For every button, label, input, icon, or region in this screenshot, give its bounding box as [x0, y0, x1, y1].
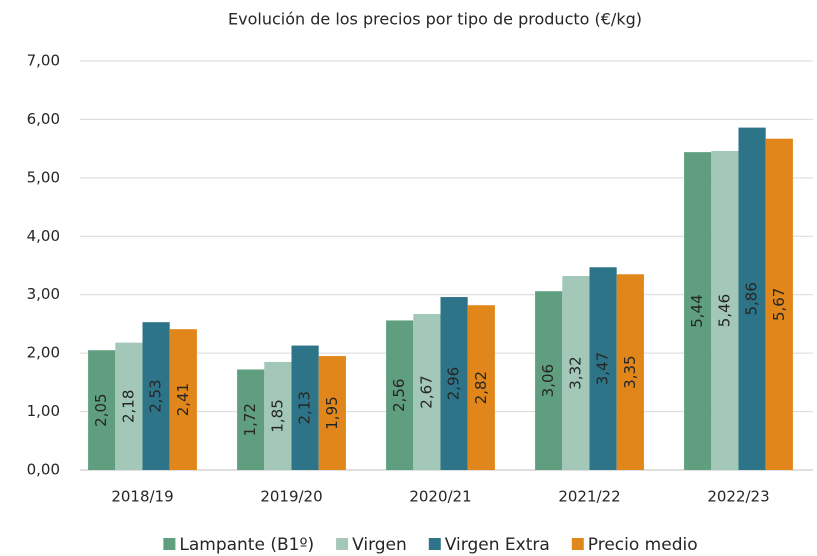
- legend-swatch: [571, 538, 584, 550]
- y-tick-label: 3,00: [27, 285, 60, 303]
- x-tick-label: 2021/22: [558, 488, 620, 506]
- bar: [467, 305, 495, 470]
- bar: [142, 322, 170, 470]
- bar: [616, 274, 644, 470]
- value-label: 2,96: [445, 367, 463, 400]
- legend-label: Virgen: [352, 535, 407, 555]
- bar: [413, 313, 441, 470]
- bar: [589, 267, 617, 470]
- value-label: 2,18: [119, 390, 137, 423]
- value-label: 5,86: [743, 282, 761, 315]
- value-label: 1,95: [323, 396, 341, 429]
- bar: [88, 350, 116, 470]
- legend-item: Lampante (B1º): [163, 535, 314, 555]
- bar: [386, 320, 414, 470]
- x-tick-label: 2019/20: [260, 488, 322, 506]
- legend-label: Precio medio: [588, 535, 698, 555]
- legend-item: Virgen: [336, 535, 407, 555]
- y-tick-label: 0,00: [27, 461, 60, 479]
- value-label: 3,35: [621, 355, 639, 388]
- value-label: 2,53: [147, 379, 165, 412]
- value-label: 2,67: [417, 375, 435, 408]
- value-label: 3,32: [566, 356, 584, 389]
- bar: [738, 127, 766, 470]
- bar: [535, 291, 563, 470]
- y-tick-label: 2,00: [27, 344, 60, 362]
- y-tick-label: 4,00: [27, 227, 60, 245]
- value-label: 5,44: [688, 294, 706, 327]
- value-label: 2,05: [92, 393, 110, 426]
- bar: [711, 150, 739, 471]
- bar: [440, 297, 468, 470]
- y-tick-label: 6,00: [27, 110, 60, 128]
- legend-label: Virgen Extra: [445, 535, 550, 555]
- y-tick-label: 1,00: [27, 402, 60, 420]
- legend: Lampante (B1º) Virgen Virgen Extra Precio m…: [163, 535, 698, 555]
- bar: [562, 276, 590, 470]
- legend-swatch: [336, 538, 349, 550]
- value-label: 2,82: [472, 371, 490, 404]
- value-label: 5,67: [770, 288, 788, 321]
- value-label: 2,41: [174, 383, 192, 416]
- chart-title: Evolución de los precios por tipo de pro…: [228, 10, 642, 29]
- value-label: 1,72: [241, 403, 259, 436]
- legend-swatch: [163, 538, 176, 550]
- value-label: 1,85: [268, 399, 286, 432]
- x-tick-label: 2020/21: [409, 488, 471, 506]
- bar: [237, 369, 265, 470]
- value-label: 3,47: [594, 352, 612, 385]
- bar: [115, 342, 143, 470]
- x-tick-label: 2018/19: [111, 488, 173, 506]
- bar: [264, 361, 292, 470]
- bar: [684, 152, 712, 471]
- legend-item: Precio medio: [571, 535, 698, 555]
- x-tick-label: 2022/23: [707, 488, 769, 506]
- value-label: 2,56: [390, 379, 408, 412]
- legend-swatch: [428, 538, 441, 550]
- value-label: 5,46: [715, 294, 733, 327]
- bar: [765, 138, 793, 470]
- y-tick-label: 5,00: [27, 168, 60, 186]
- value-label: 2,13: [296, 391, 314, 424]
- legend-item: Virgen Extra: [428, 535, 550, 555]
- value-label: 3,06: [539, 364, 557, 397]
- legend-label: Lampante (B1º): [179, 535, 314, 555]
- bar: [169, 329, 197, 470]
- y-tick-label: 7,00: [27, 52, 60, 70]
- bar: [318, 356, 346, 470]
- bar: [291, 345, 319, 470]
